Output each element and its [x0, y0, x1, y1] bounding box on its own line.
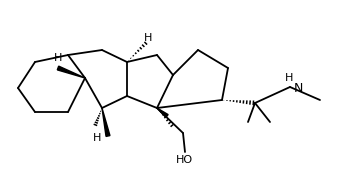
Text: H: H — [93, 133, 101, 143]
Text: H: H — [285, 73, 293, 83]
Text: H: H — [54, 53, 62, 63]
Text: H: H — [144, 33, 152, 43]
Polygon shape — [57, 66, 85, 78]
Polygon shape — [157, 108, 168, 117]
Polygon shape — [102, 108, 110, 136]
Text: HO: HO — [175, 155, 192, 165]
Text: N: N — [293, 82, 303, 95]
